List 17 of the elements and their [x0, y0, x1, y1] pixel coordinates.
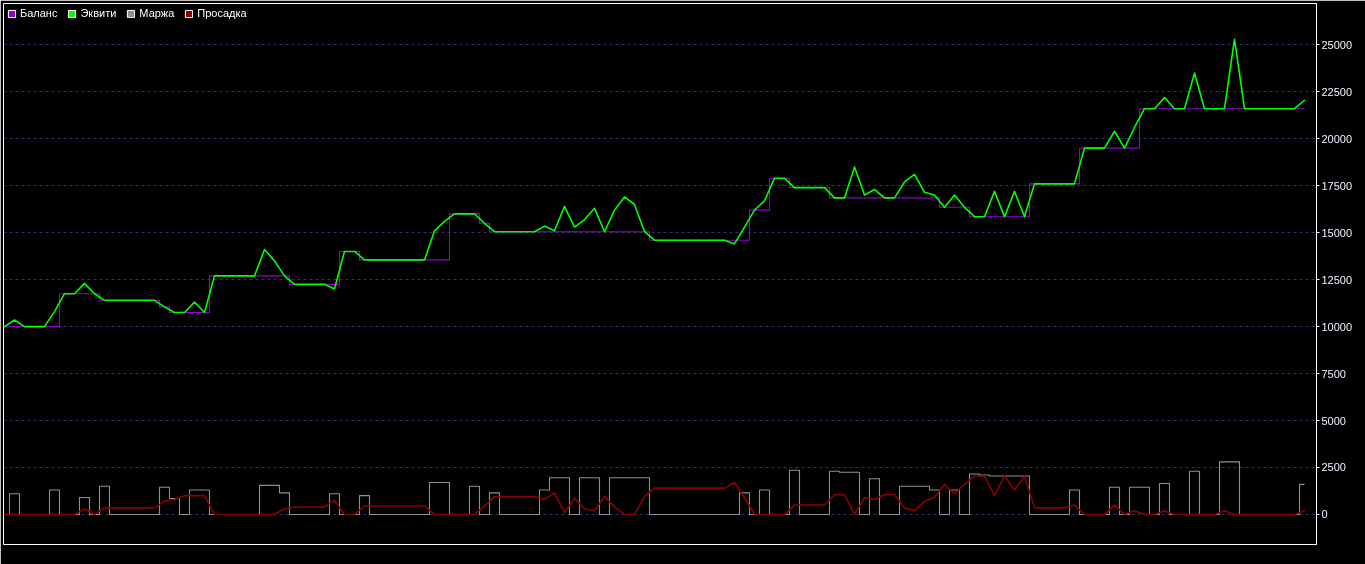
y-tick-label: 2500: [1321, 461, 1346, 474]
y-tick-label: 0: [1321, 508, 1328, 521]
legend-label: Баланс: [20, 7, 58, 19]
legend-label: Просадка: [197, 7, 247, 19]
line-series: [3, 38, 1306, 328]
y-tick-label: 25000: [1321, 38, 1353, 51]
y-tick-label: 22500: [1321, 85, 1353, 98]
y-tick-label: 17500: [1321, 179, 1353, 192]
y-tick-label: 20000: [1321, 132, 1353, 145]
y-tick-label: 10000: [1321, 320, 1353, 333]
line-series: [3, 475, 1306, 516]
y-tick-label: 7500: [1321, 367, 1346, 380]
legend-label: Маржа: [139, 7, 175, 19]
legend-label: Эквити: [80, 7, 117, 19]
y-tick-label: 15000: [1321, 226, 1353, 239]
y-tick-label: 5000: [1321, 414, 1346, 427]
y-tick-label: 12500: [1321, 273, 1353, 286]
